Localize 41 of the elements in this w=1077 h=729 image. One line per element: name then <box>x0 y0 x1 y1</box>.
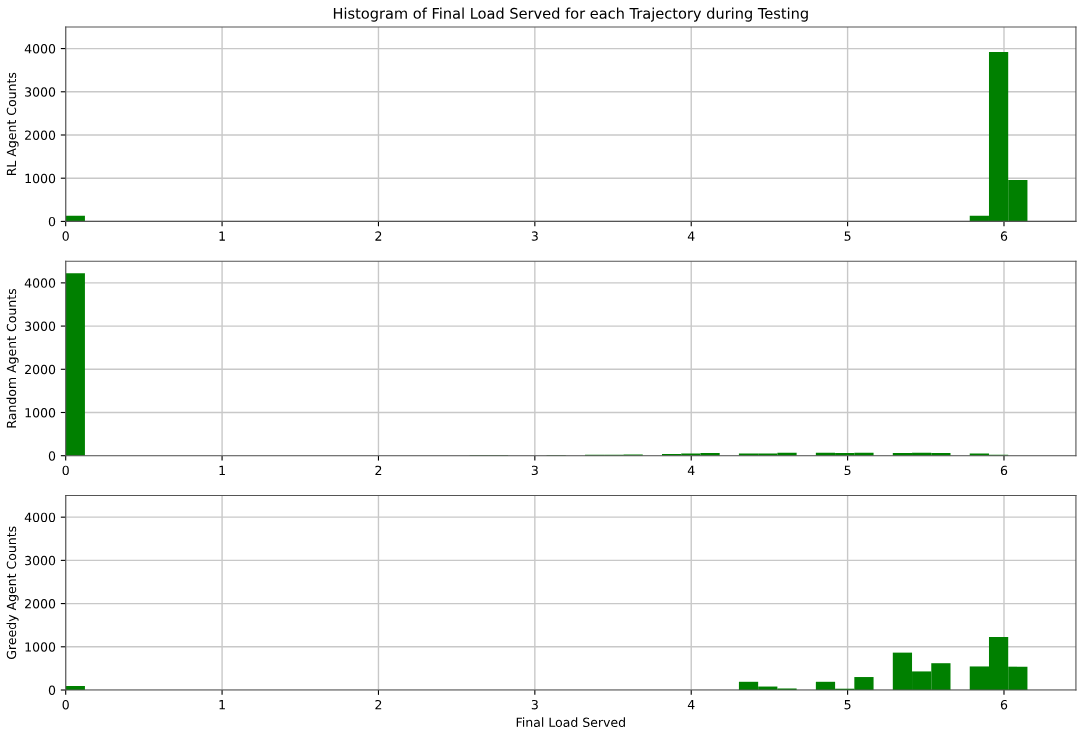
y-axis-title: RL Agent Counts <box>6 72 19 176</box>
y-tick-label: 3000 <box>25 87 56 97</box>
x-tick-label: 2 <box>375 465 382 475</box>
x-tick-label: 3 <box>531 231 538 241</box>
y-tick-label: 1000 <box>25 173 56 184</box>
y-axis-title: Greedy Agent Counts <box>6 526 19 659</box>
y-tick-label: 0 <box>48 451 56 461</box>
x-tick-label: 0 <box>62 699 69 710</box>
x-tick-label: 2 <box>375 699 382 710</box>
x-tick-label: 1 <box>219 465 225 475</box>
x-axis-title: Final Load Served <box>516 717 625 728</box>
y-tick-label: 4000 <box>24 512 56 523</box>
x-tick-label: 1 <box>219 231 225 241</box>
x-tick-label: 4 <box>687 231 695 241</box>
chart-title: Histogram of Final Load Served for each Trajectory during Testing <box>333 7 808 22</box>
x-tick-label: 0 <box>62 231 69 241</box>
x-tick-label: 6 <box>1000 231 1008 241</box>
x-tick-label: 1 <box>219 700 225 710</box>
x-tick-label: 3 <box>531 699 538 710</box>
y-tick-label: 2000 <box>25 599 56 609</box>
y-tick-label: 1000 <box>25 407 56 418</box>
x-tick-label: 5 <box>844 231 851 241</box>
y-tick-label: 3000 <box>25 321 56 332</box>
x-tick-label: 4 <box>687 700 695 710</box>
x-tick-label: 6 <box>1000 699 1008 710</box>
y-tick-label: 4000 <box>24 44 56 54</box>
x-tick-label: 0 <box>62 465 69 476</box>
y-tick-label: 0 <box>48 685 56 695</box>
x-tick-label: 3 <box>531 465 538 476</box>
y-tick-label: 1000 <box>25 642 56 652</box>
x-tick-label: 6 <box>1000 465 1008 476</box>
y-tick-label: 4000 <box>24 278 56 288</box>
x-tick-label: 2 <box>375 231 382 241</box>
x-tick-label: 5 <box>844 465 851 476</box>
x-tick-label: 4 <box>687 465 695 475</box>
y-axis-title: Random Agent Counts <box>6 288 19 428</box>
y-tick-label: 0 <box>48 216 56 227</box>
y-tick-label: 2000 <box>25 130 56 140</box>
x-tick-label: 5 <box>844 700 851 710</box>
y-tick-label: 2000 <box>25 364 56 375</box>
y-tick-label: 3000 <box>25 555 56 566</box>
